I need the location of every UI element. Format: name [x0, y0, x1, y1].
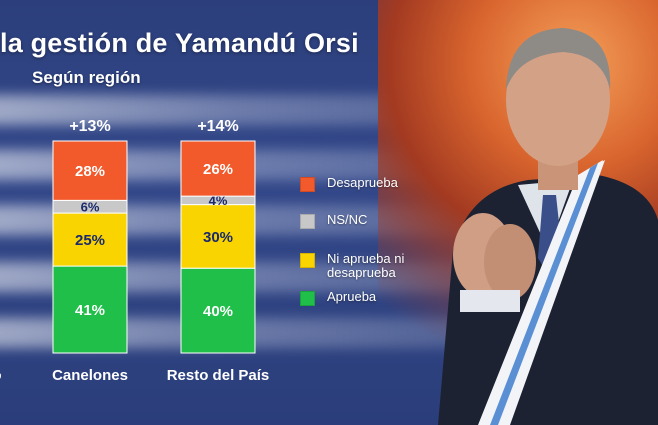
- legend-label: Aprueba: [327, 289, 377, 304]
- net-label: +13%: [69, 118, 110, 135]
- legend-item: NS/NC: [300, 213, 417, 229]
- legend-label: Ni aprueba ni desaprueba: [327, 251, 405, 280]
- chart-subtitle: Según región: [32, 68, 141, 87]
- person-photo: [438, 28, 658, 425]
- legend-swatch: [300, 177, 315, 192]
- bar-segment: [180, 140, 256, 197]
- bar-value-label: 30%: [203, 229, 233, 246]
- category-label: o: [0, 367, 2, 384]
- bar-segment: [52, 265, 128, 354]
- bar-value-label: 40%: [203, 303, 233, 320]
- legend-item: Aprueba: [300, 290, 417, 306]
- bar-value-label: 6%: [81, 199, 100, 214]
- bar-value-label: 26%: [203, 161, 233, 178]
- chart-title: la gestión de Yamandú Orsi: [0, 28, 359, 58]
- legend-swatch: [300, 253, 315, 268]
- category-label: Resto del País: [167, 367, 270, 384]
- legend-swatch: [300, 291, 315, 306]
- legend-item: Desaprueba: [300, 176, 417, 192]
- bar-value-label: 41%: [75, 302, 105, 319]
- net-label: +14%: [197, 118, 238, 135]
- category-label: Canelones: [52, 367, 128, 384]
- legend-label: Desaprueba: [327, 175, 398, 190]
- bar-segment: [180, 204, 256, 269]
- legend-item: Ni aprueba ni desaprueba: [300, 252, 417, 280]
- legend-label: NS/NC: [327, 212, 368, 227]
- bar-segment: [180, 267, 256, 354]
- bar-value-label: 28%: [75, 163, 105, 180]
- legend-swatch: [300, 214, 315, 229]
- bar-segment: [52, 140, 128, 201]
- bar-value-label: 4%: [209, 193, 228, 208]
- bar-value-label: 25%: [75, 232, 105, 249]
